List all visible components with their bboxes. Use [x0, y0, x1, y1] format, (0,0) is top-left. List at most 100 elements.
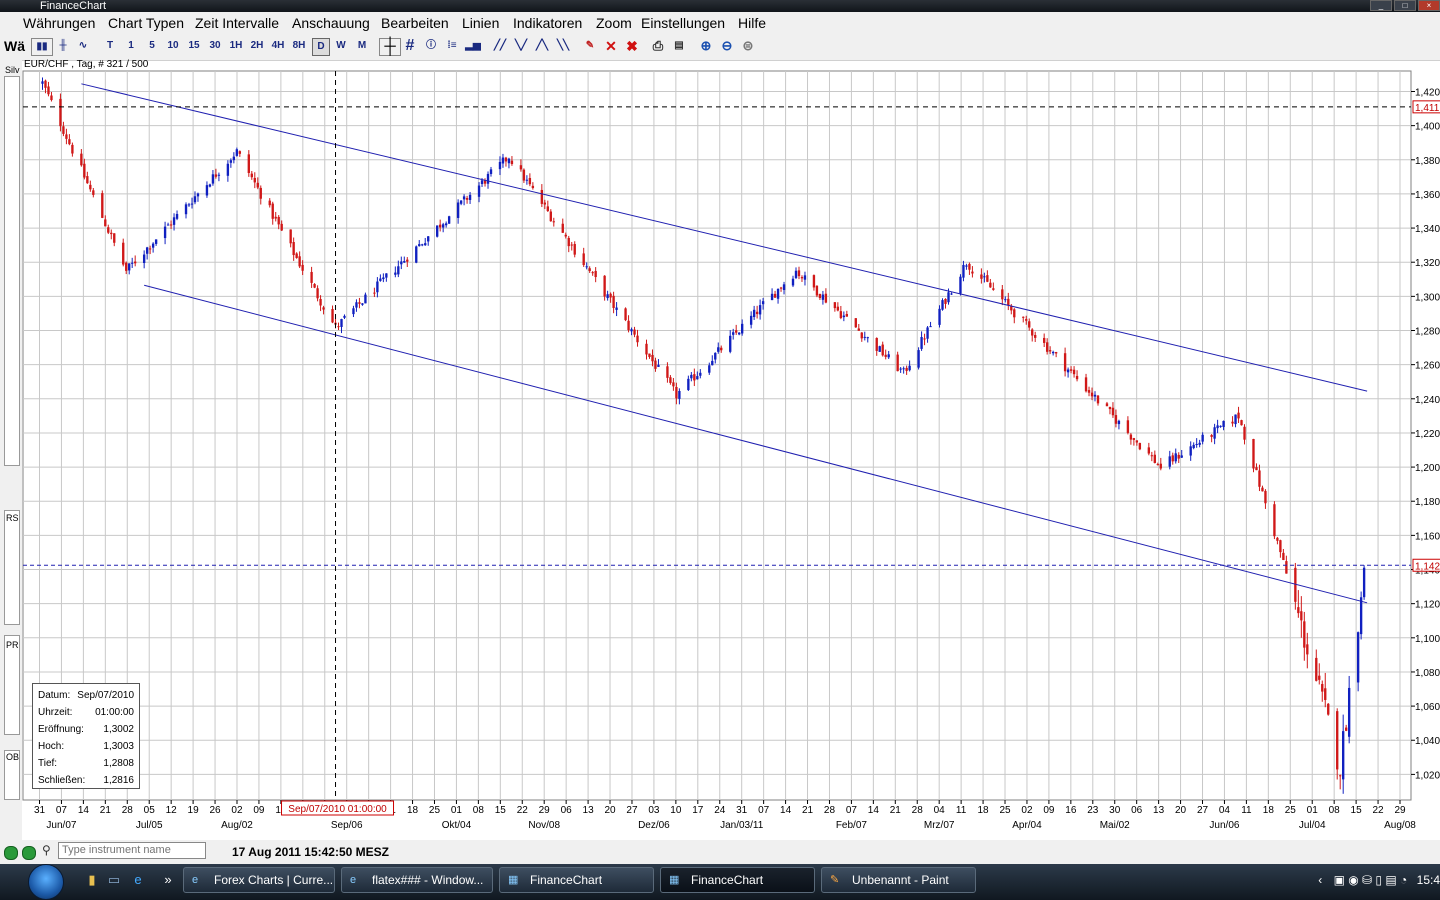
- timeframe-8h-button[interactable]: 8H: [292, 40, 306, 51]
- price-marker-label: 1,411: [1415, 103, 1440, 114]
- zoom-reset-icon[interactable]: ⊜: [742, 38, 754, 53]
- y-tick-label: 1,120: [1415, 600, 1440, 611]
- ie-icon[interactable]: e: [134, 872, 142, 887]
- x-month-label: Feb/07: [836, 820, 868, 831]
- taskbar-item[interactable]: e flatex### - Window...: [341, 867, 493, 893]
- x-tick-label: 14: [78, 805, 90, 816]
- info-key: Eröffnung:: [38, 724, 84, 735]
- delete-icon[interactable]: ✕: [605, 38, 617, 54]
- taskbar-item[interactable]: ▦ FinanceChart: [499, 867, 654, 893]
- tray-icons[interactable]: ▣ ◉ ⛁ ▯ ▤ ◔: [1333, 873, 1408, 887]
- delete-line-icon[interactable]: ✎: [585, 40, 595, 51]
- channel-icon[interactable]: ╲╱: [514, 40, 528, 51]
- indicator-panel-obv[interactable]: [4, 750, 20, 800]
- menu-waehrungen[interactable]: Währungen: [23, 15, 96, 31]
- menu-anschauung[interactable]: Anschauung: [292, 15, 370, 31]
- candle-body: [322, 307, 325, 310]
- menu-hilfe[interactable]: Hilfe: [738, 15, 767, 31]
- delete-all-icon[interactable]: ✖: [626, 38, 638, 54]
- bar-type-icon[interactable]: ╫: [59, 40, 67, 51]
- timeframe-4h-button[interactable]: 4H: [271, 40, 285, 51]
- x-tick-label: 28: [122, 805, 134, 816]
- window-title: FinanceChart: [40, 0, 107, 12]
- x-tick-label: 13: [583, 805, 595, 816]
- menu-indikatoren[interactable]: Indikatoren: [513, 15, 583, 31]
- menu-zeit-intervalle[interactable]: Zeit Intervalle: [195, 15, 280, 31]
- info-icon[interactable]: ⓘ: [426, 40, 436, 51]
- timeframe-d-button[interactable]: D: [312, 38, 330, 56]
- menu-chart-typen[interactable]: Chart Typen: [108, 15, 185, 31]
- indicator-panel-pr[interactable]: [4, 635, 20, 735]
- candle-body: [1356, 632, 1360, 683]
- candle-body: [738, 332, 741, 335]
- parallel-lines-icon[interactable]: ╱╲: [535, 40, 549, 51]
- timeframe-2h-button[interactable]: 2H: [250, 40, 264, 51]
- candle-body: [531, 185, 535, 189]
- zoom-in-icon[interactable]: ⊕: [700, 38, 712, 53]
- line-type-icon[interactable]: ∿: [78, 40, 88, 51]
- print-preview-icon[interactable]: ▤: [674, 40, 684, 51]
- menu-zoom[interactable]: Zoom: [596, 15, 632, 31]
- x-tick-label: 28: [912, 805, 924, 816]
- zoom-out-icon[interactable]: ⊖: [721, 38, 733, 53]
- tray-expand-icon[interactable]: ‹: [1318, 873, 1323, 887]
- taskbar-item-active[interactable]: ▦ FinanceChart: [660, 867, 815, 893]
- timeframe-15-button[interactable]: 15: [188, 40, 200, 51]
- candle-body: [699, 372, 702, 376]
- candle-body: [459, 200, 463, 204]
- start-button[interactable]: [28, 864, 64, 900]
- print-icon[interactable]: ⎙: [652, 38, 664, 53]
- desktop-icon[interactable]: ▭: [107, 872, 121, 887]
- indicator-panel-silver[interactable]: [4, 76, 20, 466]
- timeframe-t-button[interactable]: T: [106, 40, 114, 51]
- candle-body: [1231, 421, 1234, 424]
- timeframe-30-button[interactable]: 30: [209, 40, 221, 51]
- timeframe-w-button[interactable]: W: [336, 40, 346, 51]
- candle-body: [986, 275, 989, 282]
- instrument-search-input[interactable]: [58, 842, 206, 859]
- fibonacci-icon[interactable]: ⁞≡: [447, 40, 457, 51]
- candle-body: [690, 374, 693, 379]
- y-tick-label: 1,340: [1415, 224, 1440, 235]
- candle-body: [125, 262, 128, 271]
- taskbar-item[interactable]: e Forex Charts | Curre...: [183, 867, 335, 893]
- grid-icon[interactable]: #: [405, 37, 415, 54]
- candle-body: [896, 354, 899, 372]
- candlestick-type-icon[interactable]: ▮▮: [31, 38, 53, 56]
- candle-body: [205, 185, 209, 196]
- crosshair-icon[interactable]: ┼: [379, 38, 401, 56]
- timeframe-10-button[interactable]: 10: [167, 40, 179, 51]
- taskbar-item[interactable]: ✎ Unbenannt - Paint: [821, 867, 976, 893]
- menu-bearbeiten[interactable]: Bearbeiten: [381, 15, 449, 31]
- menu-einstellungen[interactable]: Einstellungen: [641, 15, 726, 31]
- candle-body: [148, 248, 152, 250]
- menu-linien[interactable]: Linien: [462, 15, 500, 31]
- system-tray: ‹ ▣ ◉ ⛁ ▯ ▤ ◔ 15:4: [1318, 867, 1440, 893]
- minimize-button[interactable]: _: [1370, 0, 1392, 11]
- timeframe-1-button[interactable]: 1: [128, 40, 134, 51]
- timeframe-5-button[interactable]: 5: [149, 40, 155, 51]
- x-month-label: Apr/04: [1012, 820, 1042, 831]
- explorer-icon[interactable]: ▮: [88, 872, 96, 887]
- candle-body: [1282, 552, 1285, 561]
- y-tick-label: 1,240: [1415, 395, 1440, 406]
- candle-body: [836, 306, 840, 311]
- more-icon[interactable]: »: [164, 872, 172, 887]
- y-tick-label: 1,300: [1415, 292, 1440, 303]
- timeframe-1h-button[interactable]: 1H: [229, 40, 243, 51]
- timeframe-m-button[interactable]: M: [357, 40, 367, 51]
- indicator-panel-rsi[interactable]: [4, 510, 20, 625]
- maximize-button[interactable]: □: [1394, 0, 1416, 11]
- candle-body: [654, 360, 657, 369]
- fan-lines-icon[interactable]: ╲╲: [556, 40, 570, 51]
- candle-body: [295, 253, 298, 258]
- price-chart[interactable]: 1,420 1,400 1,380 1,360 1,340 1,320 1,300 1,280…: [0, 0, 1440, 840]
- candle-body: [337, 326, 340, 328]
- candle-body: [854, 318, 857, 328]
- candle-body: [657, 364, 660, 367]
- trendline-icon[interactable]: ╱╱: [493, 40, 507, 51]
- candle-body: [1022, 316, 1025, 318]
- candle-body: [902, 368, 905, 370]
- volume-icon[interactable]: ▂▅: [465, 40, 481, 51]
- candle-body: [962, 264, 965, 278]
